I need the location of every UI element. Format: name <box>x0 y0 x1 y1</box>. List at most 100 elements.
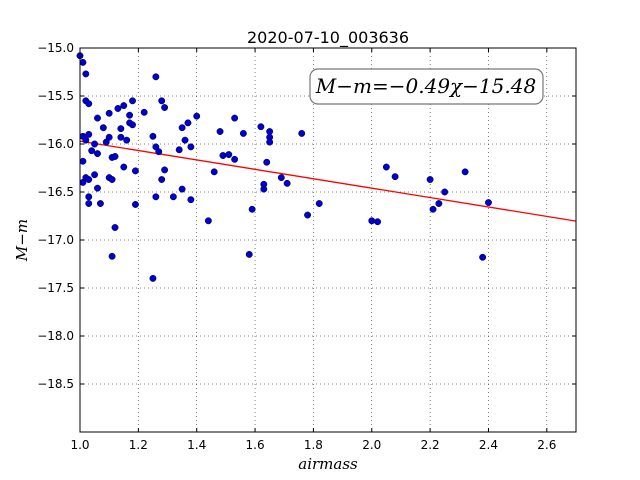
data-point <box>123 136 131 144</box>
data-point <box>158 176 166 183</box>
data-point <box>155 148 163 156</box>
data-point <box>257 123 265 131</box>
data-point <box>105 109 113 117</box>
data-point <box>184 119 192 127</box>
data-point <box>225 151 233 159</box>
data-point <box>304 211 312 219</box>
data-point <box>231 114 239 122</box>
data-point <box>126 111 134 119</box>
data-point <box>426 176 434 183</box>
data-point <box>161 104 169 111</box>
data-point <box>161 166 169 174</box>
x-tick-label: 1.6 <box>246 438 265 452</box>
data-point <box>181 136 189 144</box>
y-axis-label: M−m <box>13 219 31 262</box>
y-tick-label: −16.0 <box>37 137 74 151</box>
data-point <box>266 138 274 146</box>
data-point <box>441 188 449 196</box>
data-point <box>129 121 136 129</box>
data-point <box>158 97 166 105</box>
data-point <box>85 193 93 201</box>
y-tick-label: −18.0 <box>37 329 74 343</box>
data-point <box>277 174 285 182</box>
x-tick-label: 1.0 <box>70 438 89 452</box>
data-point <box>120 163 128 171</box>
data-point <box>248 205 256 213</box>
data-point <box>152 193 160 201</box>
data-point <box>108 176 116 183</box>
y-tick-label: −15.5 <box>37 89 74 103</box>
data-point <box>391 173 399 181</box>
axis-ticks: 1.0 1.2 1.4 1.6 1.8 2.0 2.2 2.4 2.6 −15.0 −15.5 −16… <box>37 41 576 452</box>
data-point <box>175 146 183 154</box>
y-tick-label: −17.5 <box>37 281 74 295</box>
data-point <box>96 200 104 207</box>
data-point <box>85 176 93 183</box>
data-point <box>111 224 119 231</box>
data-point <box>429 205 437 213</box>
equation-box: M−m=−0.49χ−15.48 <box>309 68 544 105</box>
y-tick-label: −18.5 <box>37 377 74 391</box>
data-point <box>129 97 136 105</box>
x-tick-label: 1.2 <box>129 438 148 452</box>
data-point <box>169 193 177 201</box>
data-point <box>216 128 224 135</box>
fit-equation: M−m=−0.49χ−15.48 <box>315 74 536 98</box>
data-points <box>76 52 492 282</box>
x-tick-label: 1.8 <box>304 438 323 452</box>
data-point <box>105 133 113 141</box>
data-point <box>187 196 195 204</box>
data-point <box>117 125 125 133</box>
data-point <box>111 153 119 160</box>
data-point <box>368 217 376 225</box>
equation-box-frame <box>309 68 544 105</box>
data-point <box>219 152 227 159</box>
data-point <box>382 163 390 171</box>
data-point <box>266 128 274 135</box>
data-point <box>479 253 487 261</box>
data-point <box>82 70 90 78</box>
data-point <box>239 129 247 137</box>
data-point <box>94 150 101 158</box>
data-point <box>178 185 186 193</box>
data-point <box>149 274 157 282</box>
data-point <box>149 132 157 140</box>
data-point <box>245 250 253 258</box>
chart-title: 2020-07-10_003636 <box>247 28 409 48</box>
fit-line <box>79 140 577 222</box>
data-point <box>85 130 93 138</box>
data-point <box>485 199 492 207</box>
data-point <box>94 184 101 192</box>
y-tick-label: −16.5 <box>37 185 74 199</box>
data-point <box>114 105 122 112</box>
data-point <box>82 136 90 144</box>
x-tick-label: 2.4 <box>479 438 498 452</box>
x-tick-label: 1.4 <box>187 438 206 452</box>
data-point <box>85 100 93 108</box>
x-tick-label: 2.2 <box>421 438 440 452</box>
data-point <box>178 124 186 132</box>
y-tick-label: −15.0 <box>37 41 74 55</box>
data-point <box>231 155 239 163</box>
data-point <box>131 201 139 208</box>
data-point <box>152 73 160 81</box>
data-point <box>461 168 469 176</box>
data-point <box>91 171 99 179</box>
data-point <box>117 133 125 141</box>
data-point <box>193 112 201 120</box>
data-point <box>210 168 218 176</box>
data-point <box>204 217 212 225</box>
data-point <box>260 180 268 188</box>
data-point <box>374 218 382 226</box>
data-point <box>79 58 87 66</box>
y-tick-label: −17.0 <box>37 233 74 247</box>
data-point <box>315 200 323 207</box>
fit-line-group <box>79 140 577 222</box>
data-point <box>283 179 291 187</box>
data-point <box>108 252 116 260</box>
data-point <box>131 167 139 175</box>
x-axis-label: airmass <box>298 455 358 473</box>
data-point <box>79 178 87 186</box>
data-point <box>298 129 306 137</box>
